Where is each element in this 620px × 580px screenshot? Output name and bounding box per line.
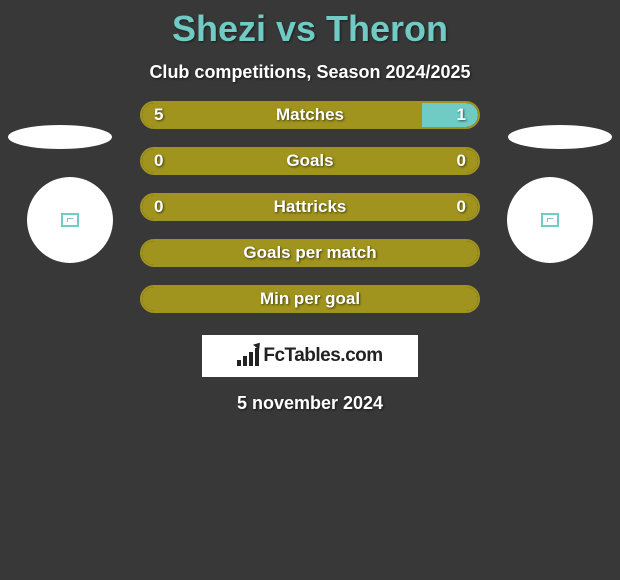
- placeholder-icon: [541, 213, 559, 227]
- stat-row: Goals per match: [140, 239, 480, 267]
- page-subtitle: Club competitions, Season 2024/2025: [0, 62, 620, 83]
- decorative-ellipse-left: [8, 125, 112, 149]
- date-label: 5 november 2024: [0, 393, 620, 414]
- stat-row: 51Matches: [140, 101, 480, 129]
- stat-label: Min per goal: [142, 289, 478, 309]
- logo-box: FcTables.com: [202, 335, 418, 377]
- stat-label: Goals per match: [142, 243, 478, 263]
- placeholder-icon: [61, 213, 79, 227]
- page-title: Shezi vs Theron: [0, 0, 620, 50]
- decorative-ellipse-right: [508, 125, 612, 149]
- stat-label: Hattricks: [142, 197, 478, 217]
- logo-chart-icon: [237, 346, 259, 366]
- stat-row: Min per goal: [140, 285, 480, 313]
- player-avatar-left: [27, 177, 113, 263]
- stat-row: 00Hattricks: [140, 193, 480, 221]
- stat-row: 00Goals: [140, 147, 480, 175]
- stat-label: Goals: [142, 151, 478, 171]
- stat-label: Matches: [142, 105, 478, 125]
- player-avatar-right: [507, 177, 593, 263]
- logo-text: FcTables.com: [263, 345, 382, 367]
